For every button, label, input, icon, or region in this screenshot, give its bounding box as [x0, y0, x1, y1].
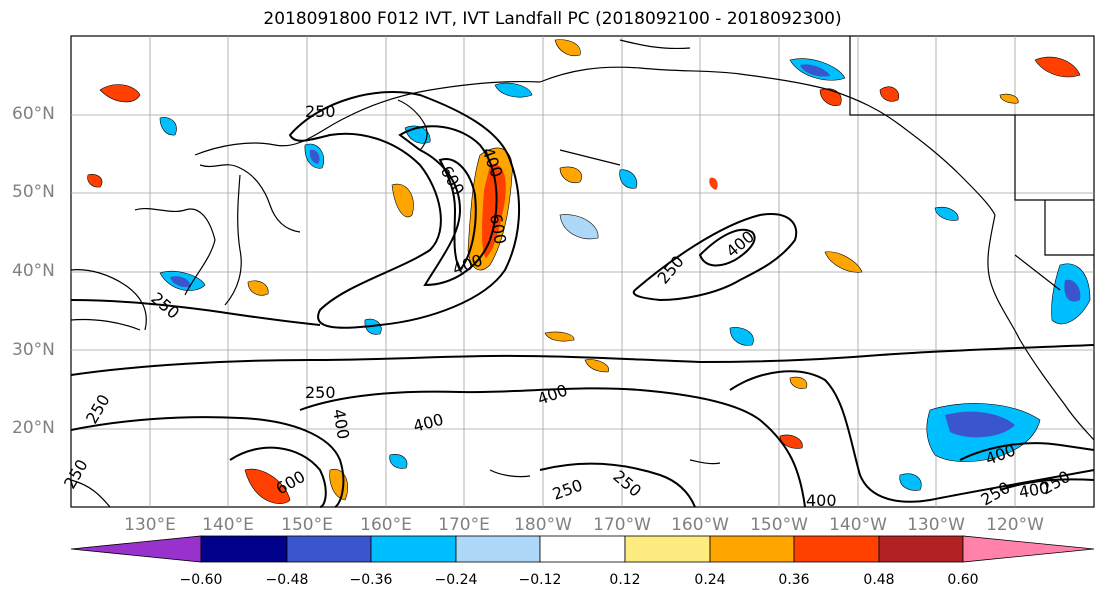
colorbar-bin — [793, 535, 880, 563]
colorbar-tick-label: −0.24 — [434, 572, 478, 588]
colorbar — [70, 535, 1095, 563]
landfall-pc-fill — [87, 39, 1081, 504]
colorbar-tick-label: 0.48 — [863, 572, 895, 588]
lon-label: 120°W — [986, 515, 1044, 535]
colorbar-bin — [200, 535, 288, 563]
colorbar-bin — [878, 535, 964, 563]
colorbar-bin — [709, 535, 795, 563]
colorbar-tick-label: −0.12 — [518, 572, 562, 588]
lat-label: 30°N — [12, 340, 55, 360]
colorbar-over-arrow — [962, 535, 1095, 563]
lon-label: 140°W — [829, 515, 887, 535]
lon-label: 160°W — [671, 515, 729, 535]
colorbar-tick-label: 0.12 — [609, 572, 641, 588]
coastlines — [70, 36, 1095, 508]
landfall-pc-negative-fill — [159, 58, 1091, 491]
contour-label: 250 — [305, 102, 336, 121]
lon-label: 180°W — [514, 515, 572, 535]
colorbar-bin — [370, 535, 457, 563]
colorbar-under-arrow — [70, 535, 202, 563]
colorbar-tick-label: 0.60 — [947, 572, 979, 588]
lat-label: 20°N — [12, 418, 55, 438]
lat-label: 60°N — [12, 104, 55, 124]
lon-label: 170°W — [593, 515, 651, 535]
contour-label: 250 — [305, 383, 336, 402]
lon-label: 130°W — [907, 515, 965, 535]
lon-label: 150°W — [750, 515, 808, 535]
ivt-contours — [70, 91, 1095, 508]
colorbar-bin — [624, 535, 711, 563]
colorbar-bin — [286, 535, 372, 563]
lat-label: 50°N — [12, 182, 55, 202]
lon-label: 160°E — [360, 515, 412, 535]
lon-label: 150°E — [281, 515, 333, 535]
colorbar-bin — [455, 535, 541, 563]
lon-label: 140°E — [202, 515, 254, 535]
lon-label: 170°E — [438, 515, 490, 535]
colorbar-tick-label: 0.24 — [694, 572, 726, 588]
lat-label: 40°N — [12, 261, 55, 281]
colorbar-tick-label: −0.60 — [179, 572, 223, 588]
colorbar-tick-label: −0.36 — [349, 572, 393, 588]
colorbar-bin — [539, 535, 626, 563]
contour-label: 400 — [806, 491, 837, 510]
map-title: 2018091800 F012 IVT, IVT Landfall PC (20… — [263, 9, 842, 29]
colorbar-tick-label: −0.48 — [265, 572, 309, 588]
colorbar-tick-label: 0.36 — [778, 572, 810, 588]
lon-label: 130°E — [124, 515, 176, 535]
